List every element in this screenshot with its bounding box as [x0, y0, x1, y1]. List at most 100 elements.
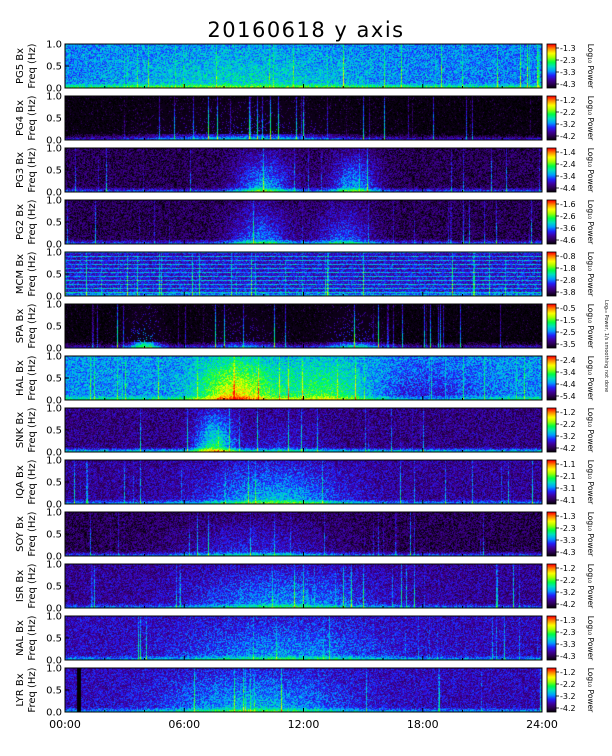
colorbar-frame: [546, 43, 557, 89]
colorbar-iqa: [547, 460, 556, 504]
colorbar-tick-label: -2.5: [560, 328, 576, 337]
colorbar-mcm: [547, 252, 556, 296]
colorbar-tick-label: -2.2: [560, 680, 576, 689]
spectrogram-spa: [65, 304, 542, 348]
y-tick-label: 0.5: [46, 426, 62, 437]
colorbar-tick-label: -1.3: [560, 44, 576, 53]
y-tick-label: 1.0: [46, 456, 62, 467]
colorbar-frame: [546, 511, 557, 557]
colorbar-nal: [547, 616, 556, 660]
colorbar-label: Log₁₀ Power: [586, 252, 595, 297]
colorbar-hal: [547, 356, 556, 400]
colorbar-frame: [546, 355, 557, 401]
colorbar-tick-label: -2.3: [560, 56, 576, 65]
y-tick-label: 1.0: [46, 664, 62, 675]
y-axis-station-label: SPA Bx: [15, 309, 26, 344]
colorbar-tick-label: -4.2: [560, 444, 576, 453]
colorbar-label: Log₁₀ Power: [586, 616, 595, 661]
colorbar-tick-label: -2.4: [560, 356, 576, 365]
y-axis-station-label: PG5 Bx: [15, 48, 26, 84]
colorbar-tick-label: -4.4: [560, 380, 576, 389]
y-tick-label: 0.0: [46, 448, 62, 459]
colorbar-label: Log₁₀ Power: [586, 148, 595, 193]
panel-frame: [64, 459, 543, 505]
colorbar-tick-label: -2.8: [560, 276, 576, 285]
y-tick-label: 0.0: [46, 552, 62, 563]
y-axis-station-label: HAL Bx: [15, 360, 26, 396]
colorbar-label: Log₁₀ Power: [586, 200, 595, 245]
y-tick-label: 1.0: [46, 196, 62, 207]
colorbar-label: Log₁₀ Power: [586, 460, 595, 505]
x-tick-label: 24:00: [526, 718, 558, 731]
y-axis-station-label: IQA Bx: [15, 465, 26, 499]
colorbar-frame: [546, 563, 557, 609]
y-axis-station-label: SOY Bx: [15, 516, 26, 552]
colorbar-tick-label: -2.2: [560, 420, 576, 429]
colorbar-tick-label: -1.4: [560, 148, 576, 157]
colorbar-soy: [547, 512, 556, 556]
spectrogram-hal: [65, 356, 542, 400]
x-tick-label: 06:00: [168, 718, 200, 731]
spectrogram-isr: [65, 564, 542, 608]
colorbar-pg2: [547, 200, 556, 244]
y-tick-label: 0.5: [46, 62, 62, 73]
colorbar-tick-label: -1.3: [560, 616, 576, 625]
panel-frame: [64, 199, 543, 245]
colorbar-frame: [546, 303, 557, 349]
x-tick-label: 00:00: [49, 718, 81, 731]
spectrogram-pg3: [65, 148, 542, 192]
y-axis-freq-label: Freq (Hz): [27, 147, 38, 192]
panel-frame: [64, 251, 543, 297]
colorbar-isr: [547, 564, 556, 608]
y-tick-label: 0.5: [46, 322, 62, 333]
colorbar-tick-label: -1.8: [560, 264, 576, 273]
y-tick-label: 0.5: [46, 530, 62, 541]
panel-frame: [64, 147, 543, 193]
spectrogram-pg4: [65, 96, 542, 140]
colorbar-frame: [546, 199, 557, 245]
y-tick-label: 0.5: [46, 478, 62, 489]
colorbar-tick-label: -1.2: [560, 668, 576, 677]
spectrogram-soy: [65, 512, 542, 556]
colorbar-label: Log₁₀ Power: [586, 512, 595, 557]
y-axis-station-label: NAL Bx: [15, 620, 26, 656]
y-tick-label: 1.0: [46, 560, 62, 571]
spectrogram-pg5: [65, 44, 542, 88]
y-axis-freq-label: Freq (Hz): [27, 43, 38, 88]
colorbar-tick-label: -0.5: [560, 304, 576, 313]
colorbar-tick-label: -3.1: [560, 484, 576, 493]
colorbar-tick-label: -1.2: [560, 408, 576, 417]
colorbar-tick-label: -2.2: [560, 576, 576, 585]
colorbar-tick-label: -3.4: [560, 172, 576, 181]
colorbar-tick-label: -3.5: [560, 340, 576, 349]
y-axis-freq-label: Freq (Hz): [27, 355, 38, 400]
panel-frame: [64, 407, 543, 453]
colorbar-pg3: [547, 148, 556, 192]
colorbar-tick-label: -1.3: [560, 512, 576, 521]
colorbar-snk: [547, 408, 556, 452]
y-axis-station-label: MCM Bx: [15, 254, 26, 294]
colorbar-tick-label: -2.4: [560, 160, 576, 169]
y-axis-station-label: LYR Bx: [15, 673, 26, 706]
side-note: Log₁₀ Power, 1/s smoothing not done: [603, 300, 609, 393]
colorbar-tick-label: -4.3: [560, 652, 576, 661]
y-tick-label: 0.0: [46, 240, 62, 251]
panel-frame: [64, 511, 543, 557]
y-tick-label: 1.0: [46, 352, 62, 363]
spectrogram-iqa: [65, 460, 542, 504]
colorbar-label: Log₁₀ Power: [586, 408, 595, 453]
chart-title: 20160618 y axis: [207, 18, 405, 42]
colorbar-label: Log₁₀ Power: [586, 668, 595, 713]
panel-frame: [64, 563, 543, 609]
colorbar-tick-label: -3.2: [560, 588, 576, 597]
y-tick-label: 0.0: [46, 188, 62, 199]
y-tick-label: 1.0: [46, 300, 62, 311]
colorbar-tick-label: -1.5: [560, 316, 576, 325]
panel-frame: [64, 43, 543, 89]
y-tick-label: 0.5: [46, 374, 62, 385]
colorbar-frame: [546, 147, 557, 193]
colorbar-tick-label: -0.8: [560, 252, 576, 261]
colorbar-tick-label: -4.3: [560, 548, 576, 557]
